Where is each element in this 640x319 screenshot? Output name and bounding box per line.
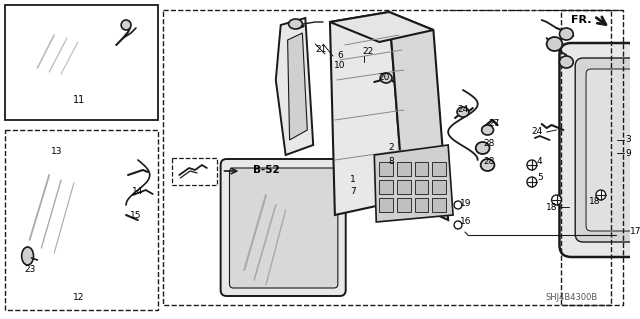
Text: FR.: FR. bbox=[571, 15, 591, 25]
Ellipse shape bbox=[454, 201, 462, 209]
Text: 4: 4 bbox=[537, 158, 543, 167]
Text: 28: 28 bbox=[484, 139, 495, 149]
FancyBboxPatch shape bbox=[575, 58, 640, 242]
Text: 19: 19 bbox=[460, 198, 472, 207]
Text: 6: 6 bbox=[337, 51, 342, 61]
Ellipse shape bbox=[552, 195, 561, 205]
Bar bbox=[433, 180, 446, 194]
Text: 24: 24 bbox=[531, 128, 543, 137]
Text: B-52: B-52 bbox=[253, 165, 279, 175]
FancyBboxPatch shape bbox=[586, 69, 640, 231]
Text: 3: 3 bbox=[625, 136, 631, 145]
Text: 28: 28 bbox=[484, 158, 495, 167]
Bar bbox=[433, 198, 446, 212]
Bar bbox=[433, 162, 446, 176]
Ellipse shape bbox=[454, 221, 462, 229]
Ellipse shape bbox=[289, 19, 302, 29]
Polygon shape bbox=[5, 130, 157, 310]
Ellipse shape bbox=[358, 49, 371, 63]
Text: 18: 18 bbox=[589, 197, 601, 206]
FancyBboxPatch shape bbox=[221, 159, 346, 296]
Ellipse shape bbox=[482, 125, 493, 135]
Text: 23: 23 bbox=[24, 265, 35, 275]
Text: 21: 21 bbox=[316, 46, 327, 55]
Ellipse shape bbox=[380, 73, 392, 83]
Text: 7: 7 bbox=[349, 188, 355, 197]
Text: 17: 17 bbox=[630, 227, 640, 236]
Polygon shape bbox=[172, 158, 217, 185]
Ellipse shape bbox=[547, 37, 563, 51]
Text: 24: 24 bbox=[458, 106, 468, 115]
Bar bbox=[397, 198, 411, 212]
Ellipse shape bbox=[596, 190, 605, 200]
Text: 12: 12 bbox=[73, 293, 84, 302]
Bar bbox=[380, 180, 393, 194]
Ellipse shape bbox=[527, 177, 537, 187]
Text: 10: 10 bbox=[334, 61, 346, 70]
Text: 20: 20 bbox=[378, 73, 390, 83]
Text: 22: 22 bbox=[363, 48, 374, 56]
FancyBboxPatch shape bbox=[19, 165, 131, 265]
Text: 18: 18 bbox=[546, 203, 557, 211]
Bar bbox=[397, 162, 411, 176]
Ellipse shape bbox=[457, 107, 469, 117]
Text: 16: 16 bbox=[460, 218, 472, 226]
Bar bbox=[415, 162, 428, 176]
Polygon shape bbox=[330, 12, 404, 215]
Text: 9: 9 bbox=[625, 149, 631, 158]
Text: 14: 14 bbox=[132, 188, 143, 197]
Polygon shape bbox=[389, 12, 448, 220]
Text: 15: 15 bbox=[130, 211, 141, 219]
FancyBboxPatch shape bbox=[24, 34, 123, 84]
Ellipse shape bbox=[481, 159, 495, 171]
Bar bbox=[5, 5, 157, 120]
Polygon shape bbox=[374, 145, 453, 222]
FancyBboxPatch shape bbox=[230, 168, 338, 288]
Bar bbox=[380, 198, 393, 212]
Bar bbox=[380, 162, 393, 176]
Text: 2: 2 bbox=[388, 144, 394, 152]
Ellipse shape bbox=[360, 52, 369, 60]
Polygon shape bbox=[287, 33, 307, 140]
Text: 27: 27 bbox=[489, 118, 500, 128]
Text: 13: 13 bbox=[51, 147, 63, 157]
Text: 11: 11 bbox=[73, 95, 85, 105]
Bar bbox=[397, 180, 411, 194]
Ellipse shape bbox=[559, 28, 573, 40]
Ellipse shape bbox=[559, 56, 573, 68]
Text: 5: 5 bbox=[537, 174, 543, 182]
Polygon shape bbox=[276, 18, 313, 155]
Bar bbox=[415, 180, 428, 194]
Text: 1: 1 bbox=[349, 175, 355, 184]
FancyBboxPatch shape bbox=[559, 43, 640, 257]
Ellipse shape bbox=[121, 20, 131, 30]
FancyBboxPatch shape bbox=[8, 155, 141, 275]
Bar bbox=[415, 198, 428, 212]
Ellipse shape bbox=[22, 247, 33, 265]
Ellipse shape bbox=[527, 160, 537, 170]
Text: SHJ4B4300B: SHJ4B4300B bbox=[545, 293, 597, 302]
Text: 8: 8 bbox=[388, 157, 394, 166]
Ellipse shape bbox=[476, 142, 490, 154]
FancyBboxPatch shape bbox=[14, 24, 133, 95]
Polygon shape bbox=[330, 12, 433, 42]
